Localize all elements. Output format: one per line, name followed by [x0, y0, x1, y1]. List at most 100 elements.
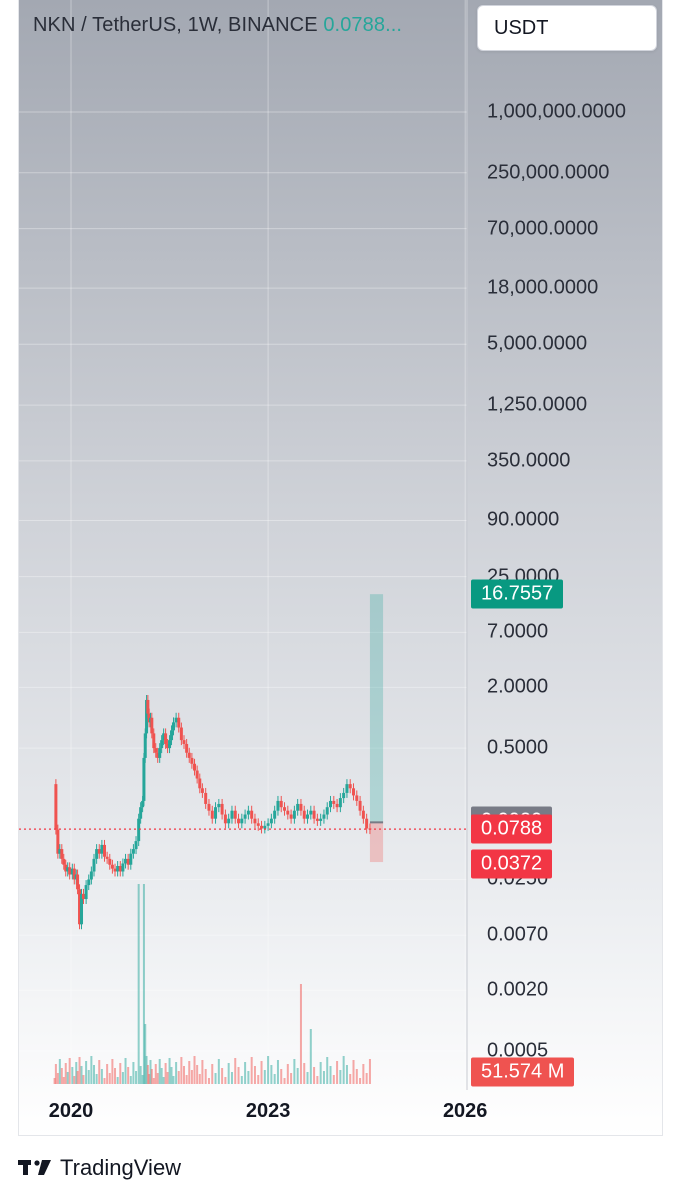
volume-bar	[196, 1065, 199, 1084]
candle-body	[230, 810, 234, 819]
candle-body	[166, 743, 170, 749]
volume-bar	[172, 1076, 175, 1084]
candle-body	[154, 748, 158, 753]
tradingview-brand[interactable]: TradingView	[18, 1153, 181, 1183]
chart-frame[interactable]: NKN / TetherUS, 1W, BINANCE 0.0788... US…	[18, 0, 663, 1136]
volume-bar	[66, 1072, 69, 1084]
volume-bar	[306, 1072, 309, 1084]
candle-body	[164, 733, 168, 744]
volume-bar	[119, 1063, 122, 1084]
volume-bar	[214, 1073, 217, 1084]
y-tick-label: 1,250.0000	[487, 393, 588, 416]
y-tick-label: 7.0000	[487, 620, 549, 643]
candle-body	[170, 730, 174, 741]
candle-body	[286, 810, 290, 815]
loss-zone[interactable]	[369, 822, 384, 863]
profit-zone[interactable]	[369, 594, 384, 823]
candle-body	[168, 740, 172, 749]
volume-bar	[168, 1058, 171, 1084]
candle-body	[110, 864, 114, 869]
candle-body	[195, 770, 199, 779]
last-price-text: 0.0788...	[323, 14, 403, 36]
candle-body	[143, 733, 147, 758]
volume-bar	[336, 1061, 339, 1084]
volume-bar	[145, 1056, 148, 1084]
volume-bar	[132, 1062, 135, 1084]
candle-body	[352, 788, 356, 796]
candle-body	[97, 849, 101, 854]
candle-body	[227, 818, 231, 824]
currency-value: USDT	[494, 17, 549, 39]
candle-body	[210, 810, 214, 819]
candle-body	[273, 810, 277, 819]
volume-bar	[58, 1059, 61, 1084]
volume-bar	[342, 1056, 345, 1084]
volume-bar	[290, 1073, 293, 1084]
candle-body	[58, 849, 62, 854]
candle-body	[142, 757, 146, 801]
volume-bar	[150, 1069, 153, 1084]
volume-bar	[313, 1067, 316, 1084]
volume-bar	[158, 1059, 161, 1084]
y-tick-label: 250,000.0000	[487, 161, 610, 184]
volume-bar	[309, 1029, 312, 1084]
volume-bar	[137, 884, 140, 1084]
volume-bar	[276, 1060, 279, 1084]
y-tick-label: 18,000.0000	[487, 276, 599, 299]
volume-bar	[227, 1063, 230, 1084]
currency-select[interactable]: USDT	[477, 5, 657, 51]
volume-bar	[188, 1061, 191, 1084]
candle-body	[156, 752, 160, 758]
price-label-last: 0.0788	[471, 814, 553, 844]
volume-bar	[166, 1072, 169, 1084]
volume-bar	[244, 1062, 247, 1084]
candle-body	[80, 893, 84, 925]
candle-body	[182, 740, 186, 744]
volume-bar	[142, 884, 145, 1084]
candle-body	[126, 858, 130, 865]
volume-bar	[230, 1072, 233, 1084]
candlestick-series	[54, 694, 372, 930]
volume-bar	[237, 1067, 240, 1084]
y-tick-label: 5,000.0000	[487, 332, 588, 355]
volume-bar	[365, 1073, 368, 1084]
candle-body	[103, 844, 107, 857]
volume-bar	[293, 1059, 296, 1084]
volume-bar	[73, 1076, 76, 1084]
candle-body	[329, 800, 333, 808]
volume-bar	[332, 1075, 335, 1084]
volume-bar	[100, 1069, 103, 1084]
candle-body	[87, 879, 91, 886]
candle-body	[342, 792, 346, 799]
volume-bar	[64, 1063, 67, 1084]
long-position-tool[interactable]	[369, 594, 384, 863]
volume-bar	[211, 1064, 214, 1084]
candle-body	[200, 788, 204, 793]
candle-body	[198, 778, 202, 789]
candle-body	[348, 784, 352, 789]
volume-bar	[177, 1071, 180, 1084]
volume-bar	[257, 1075, 260, 1084]
candle-body	[76, 874, 80, 890]
candle-body	[240, 818, 244, 824]
candle-body	[174, 717, 178, 723]
candle-body	[325, 807, 329, 815]
volume-bar	[114, 1068, 117, 1084]
chart-canvas[interactable]	[19, 0, 663, 1136]
volume-bar	[156, 1073, 159, 1084]
volume-bar	[87, 1070, 90, 1084]
volume-bar	[217, 1059, 220, 1084]
candle-body	[279, 800, 283, 808]
candle-body	[319, 818, 323, 821]
candle-body	[207, 803, 211, 811]
candle-body	[289, 814, 293, 819]
candle-body	[131, 849, 135, 854]
volume-bar	[149, 1060, 152, 1084]
volume-bar	[53, 1078, 56, 1084]
volume-bar	[345, 1065, 348, 1084]
volume-bar	[198, 1074, 201, 1084]
candle-body	[315, 818, 319, 821]
candle-body	[190, 757, 194, 764]
candle-body	[283, 807, 287, 811]
volume-bar	[175, 1062, 178, 1084]
